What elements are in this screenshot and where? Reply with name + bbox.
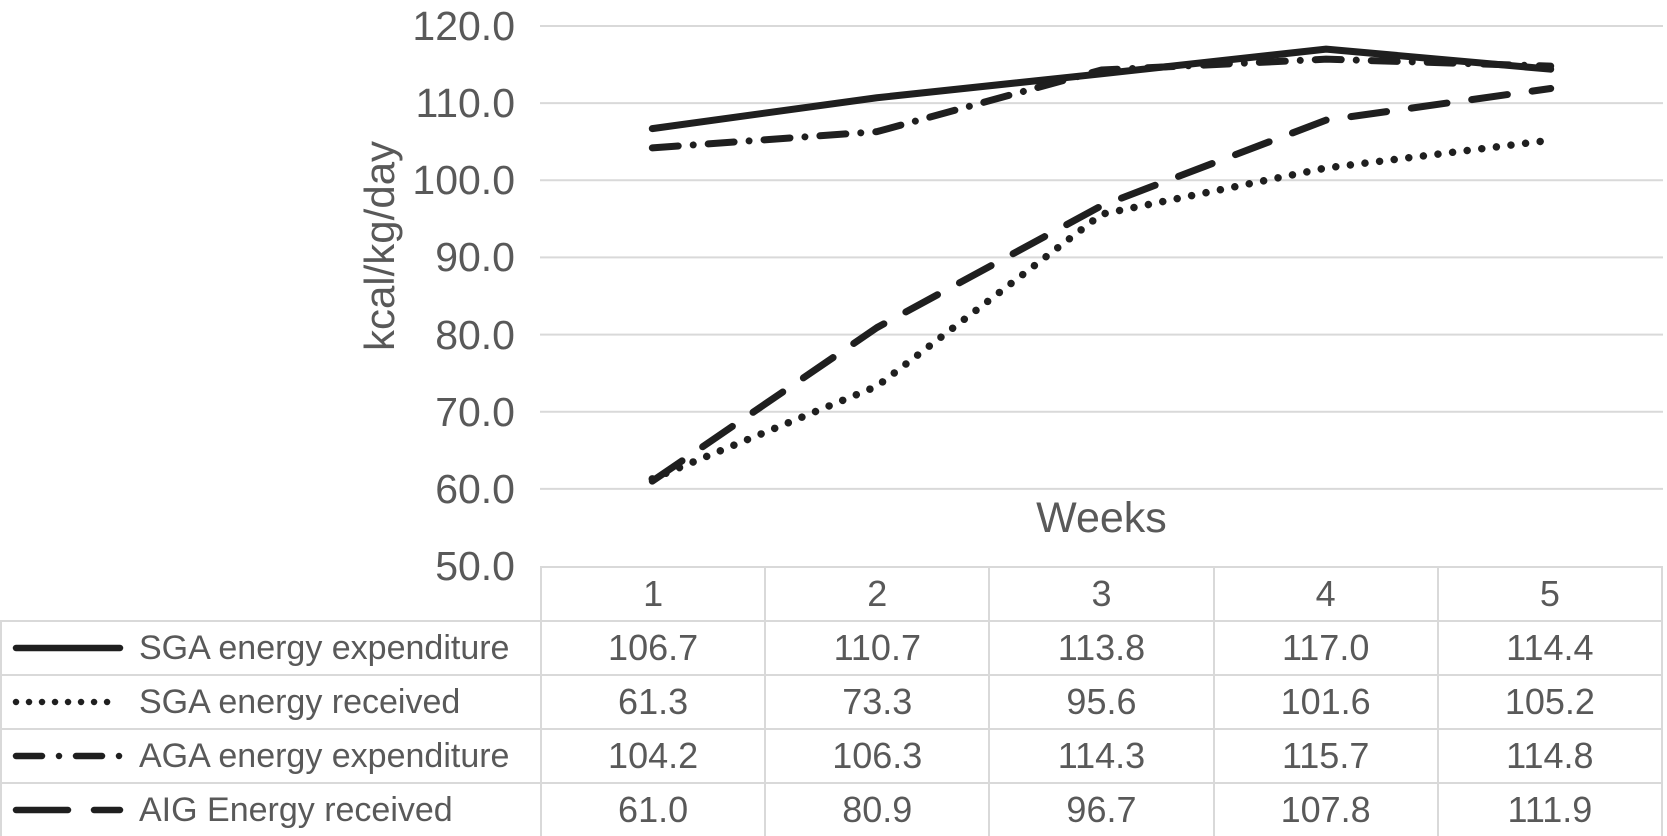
week-column-header: 3 [988,566,1215,622]
table-corner-spacer [1,567,541,621]
table-row: SGA energy received 61.3 73.3 95.6 101.6 105.… [0,674,1664,730]
table-row: AGA energy expenditure 104.2 106.3 114.3 115… [0,728,1664,784]
value-cell: 61.3 [539,674,767,730]
value-cell: 96.7 [988,782,1215,836]
y-tick-label: 80.0 [435,311,515,358]
value-cell: 114.3 [988,728,1215,784]
value-cell: 106.3 [764,728,991,784]
y-tick-label: 110.0 [415,80,515,127]
value-cell: 101.6 [1212,674,1439,730]
y-tick-label: 100.0 [412,157,515,204]
series-line-solid [648,45,1555,133]
plot-area [540,25,1663,490]
y-tick-label: 50.0 [435,543,515,589]
value-cell: 115.7 [1212,728,1439,784]
series-line-dotted [648,136,1555,483]
week-column-header: 5 [1436,566,1664,622]
series-line-long-dash [648,84,1555,485]
value-cell: 110.7 [764,620,991,676]
series-name-label: SGA energy received [139,682,461,721]
y-tick-label: 70.0 [435,388,515,435]
table-row: SGA energy expenditure 106.7 110.7 113.8 117… [0,620,1664,676]
table-row: AIG Energy received 61.0 80.9 96.7 107.8 111.… [0,782,1664,836]
value-cell: 117.0 [1212,620,1439,676]
value-cell: 61.0 [539,782,767,836]
value-cell: 113.8 [988,620,1215,676]
value-cell: 114.4 [1436,620,1664,676]
y-tick-label: 90.0 [435,234,515,281]
value-cell: 80.9 [764,782,991,836]
legend-cell: SGA energy expenditure [0,620,542,676]
series-name-label: AIG Energy received [139,790,453,829]
value-cell: 73.3 [764,674,991,730]
legend-cell: SGA energy received [0,674,542,730]
value-cell: 114.8 [1436,728,1664,784]
legend-cell: AGA energy expenditure [0,728,542,784]
y-tick-label: 60.0 [435,465,515,512]
legend-cell: AIG Energy received [0,782,542,836]
legend-line-swatch-solid [12,644,124,652]
legend-line-swatch-long-dash [12,806,124,814]
value-cell: 106.7 [539,620,767,676]
value-cell: 104.2 [539,728,767,784]
data-table: 1 2 3 4 5 SGA energy expenditure 106.7 110.7 113… [0,566,1664,836]
week-column-header: 2 [764,566,991,622]
week-column-header: 1 [539,566,767,622]
value-cell: 95.6 [988,674,1215,730]
week-column-header: 4 [1212,566,1439,622]
legend-line-swatch-dotted [12,698,124,706]
series-line-dash-dot [648,55,1555,152]
x-axis-title: Weeks [1036,494,1167,542]
value-cell: 111.9 [1436,782,1664,836]
legend-line-swatch-dash-dot [12,752,124,760]
series-name-label: SGA energy expenditure [139,628,510,667]
value-cell: 107.8 [1212,782,1439,836]
series-name-label: AGA energy expenditure [139,736,510,775]
y-tick-label: 120.0 [412,3,515,49]
value-cell: 105.2 [1436,674,1664,730]
